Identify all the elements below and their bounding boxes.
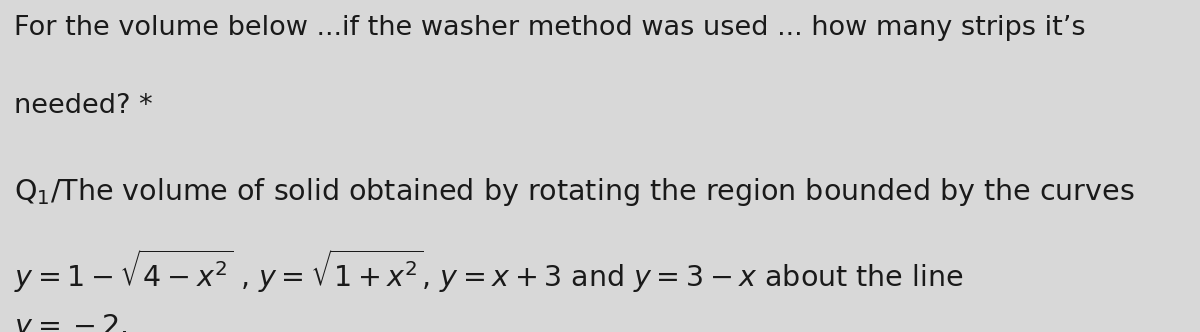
Text: $y = -2.$: $y = -2.$	[14, 312, 128, 332]
Text: needed? *: needed? *	[14, 93, 154, 119]
Text: Q$_1$/The volume of solid obtained by rotating the region bounded by the curves: Q$_1$/The volume of solid obtained by ro…	[14, 176, 1135, 208]
Text: $y = 1 - \sqrt{4 - x^2}$ , $y = \sqrt{1 + x^2}$, $y = x + 3$ and $y = 3 - x$ abo: $y = 1 - \sqrt{4 - x^2}$ , $y = \sqrt{1 …	[14, 247, 964, 295]
Text: For the volume below ...if the washer method was used ... how many strips it’s: For the volume below ...if the washer me…	[14, 15, 1086, 41]
